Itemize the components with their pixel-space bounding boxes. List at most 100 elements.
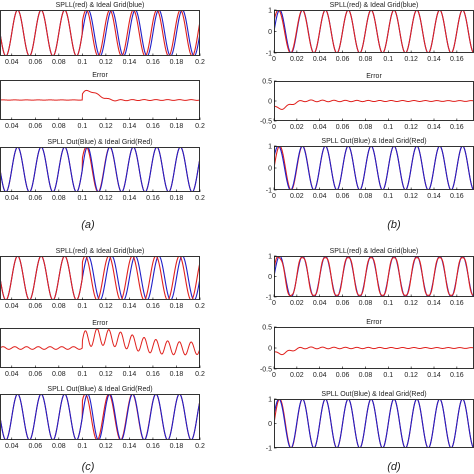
x-tick-label: 0.1	[77, 303, 87, 310]
y-tick-label: -1	[266, 188, 272, 195]
plot-a-2: Error 0.04 0.06 0.08 0.1 0.12 0.14 0.16 0.18 0.2	[0, 72, 205, 130]
plot-title: Error	[92, 320, 108, 327]
plot-title: Error	[366, 319, 382, 326]
x-tick-label: 0.14	[427, 372, 441, 379]
x-tick-label: 0.1	[383, 300, 393, 307]
x-tick-label: 0.12	[404, 193, 418, 200]
x-tick-label: 0.12	[404, 300, 418, 307]
y-tick-label: 0	[268, 346, 272, 353]
x-tick-label: 0.16	[450, 300, 464, 307]
plot-c-3: SPLL Out(Blue) & Ideal Grid(Red) 0.04 0.06…	[0, 386, 205, 450]
x-tick-label: 0.04	[5, 123, 19, 130]
x-tick-label: 0.12	[99, 303, 113, 310]
panel-b: SPLL(red) & Ideal Grid(blue) 0 0.02 0.04 0.0…	[260, 2, 474, 231]
x-tick-label: 0.06	[336, 56, 350, 63]
axes-frame	[0, 10, 200, 56]
plot-title: SPLL(red) & Ideal Grid(blue)	[56, 2, 145, 9]
plot-title: Error	[92, 72, 108, 79]
x-tick-label: 0.12	[404, 372, 418, 379]
plot-a-1: SPLL(red) & Ideal Grid(blue) 0.04 0.06 0.08…	[0, 2, 205, 66]
x-tick-label: 0.1	[383, 372, 393, 379]
x-tick-label: 0.04	[313, 56, 327, 63]
y-tick-label: -0.5	[260, 119, 272, 126]
plot-c-1: SPLL(red) & Ideal Grid(blue) 0.04 0.06 0.08…	[0, 248, 205, 310]
x-tick-label: 0.14	[123, 59, 137, 66]
x-tick-label: 0.06	[28, 195, 42, 202]
x-tick-label: 0.2	[195, 371, 205, 378]
x-tick-label: 0.04	[313, 124, 327, 131]
plot-a-3: SPLL Out(Blue) & Ideal Grid(Red) 0.04 0.06…	[0, 139, 205, 202]
x-tick-label: 0.02	[290, 300, 304, 307]
x-tick-label: 0.04	[313, 193, 327, 200]
plot-b-1: SPLL(red) & Ideal Grid(blue) 0 0.02 0.04 0.0…	[266, 2, 474, 63]
x-tick-label: 0.2	[195, 59, 205, 66]
x-tick-label: 0	[272, 193, 276, 200]
y-tick-label: 0	[268, 421, 272, 428]
panel-d: SPLL(red) & Ideal Grid(blue) 0 0.02 0.04 0.0…	[260, 248, 474, 473]
x-tick-label: 0.14	[427, 193, 441, 200]
plot-title: Error	[366, 73, 382, 80]
panel-caption: (c)	[82, 461, 95, 473]
x-tick-label: 0.16	[450, 124, 464, 131]
x-tick-label: 0.08	[359, 372, 373, 379]
plot-d-1: SPLL(red) & Ideal Grid(blue) 0 0.02 0.04 0.0…	[266, 248, 474, 307]
x-tick-label: 0.04	[5, 443, 19, 450]
x-tick-label: 0.18	[170, 371, 184, 378]
y-tick-label: 1	[268, 144, 272, 151]
x-tick-label: 0.14	[427, 124, 441, 131]
y-tick-label: 0	[268, 274, 272, 281]
x-tick-label: 0.08	[52, 195, 66, 202]
x-tick-label: 0.2	[195, 443, 205, 450]
y-tick-label: 1	[268, 8, 272, 15]
x-tick-label: 0.08	[359, 300, 373, 307]
y-tick-label: -1	[266, 446, 272, 453]
y-tick-label: 0	[268, 99, 272, 106]
x-tick-label: 0.04	[313, 372, 327, 379]
panel-c: SPLL(red) & Ideal Grid(blue) 0.04 0.06 0.08…	[0, 248, 205, 473]
x-tick-label: 0.12	[99, 443, 113, 450]
plot-title: SPLL(red) & Ideal Grid(blue)	[56, 248, 145, 255]
x-tick-label: 0.1	[77, 123, 87, 130]
x-tick-label: 0.12	[99, 195, 113, 202]
x-tick-label: 0.04	[5, 303, 19, 310]
x-tick-label: 0.04	[5, 195, 19, 202]
series-line-2	[1, 395, 199, 439]
plot-title: SPLL Out(Blue) & Ideal Grid(Red)	[47, 386, 152, 393]
x-tick-label: 0.1	[77, 371, 87, 378]
x-tick-label: 0.06	[28, 371, 42, 378]
x-tick-label: 0.14	[427, 300, 441, 307]
x-tick-label: 0.02	[290, 124, 304, 131]
x-tick-label: 0.02	[290, 56, 304, 63]
x-tick-label: 0.1	[383, 124, 393, 131]
y-tick-label: 0	[268, 166, 272, 173]
x-tick-label: 0.16	[450, 372, 464, 379]
x-tick-label: 0.14	[123, 123, 137, 130]
x-tick-label: 0.1	[77, 195, 87, 202]
panel-caption: (d)	[387, 461, 401, 473]
x-tick-label: 0.14	[123, 443, 137, 450]
x-tick-label: 0.16	[146, 195, 160, 202]
x-tick-label: 0.16	[146, 123, 160, 130]
plot-title: SPLL Out(Blue) & Ideal Grid(Red)	[321, 138, 426, 145]
y-tick-label: 1	[268, 397, 272, 404]
y-tick-label: 0.5	[262, 79, 272, 86]
x-tick-label: 0.16	[146, 303, 160, 310]
x-tick-label: 0.06	[28, 303, 42, 310]
plot-d-3: SPLL Out(Blue) & Ideal Grid(Red) 1 0 -1	[266, 391, 474, 453]
x-tick-label: 0.12	[404, 56, 418, 63]
x-tick-label: 0.08	[359, 193, 373, 200]
x-tick-label: 0.2	[195, 195, 205, 202]
series-line-2	[275, 147, 473, 189]
series-line-1	[1, 89, 199, 102]
x-tick-label: 0.08	[52, 59, 66, 66]
plot-d-2: Error 0 0.02 0.04 0.06 0.08 0.1 0.12 0.14 0.16 0.5…	[260, 319, 474, 379]
axes-frame	[0, 147, 200, 192]
series-line-2	[275, 400, 473, 447]
x-tick-label: 0.02	[290, 372, 304, 379]
x-tick-label: 0.1	[383, 56, 393, 63]
plot-title: SPLL(red) & Ideal Grid(blue)	[330, 248, 419, 255]
plot-title: SPLL Out(Blue) & Ideal Grid(Red)	[321, 391, 426, 398]
x-tick-label: 0.1	[77, 443, 87, 450]
plot-b-2: Error 0 0.02 0.04 0.06 0.08 0.1 0.12 0.14 0.16 0.5…	[260, 73, 474, 131]
